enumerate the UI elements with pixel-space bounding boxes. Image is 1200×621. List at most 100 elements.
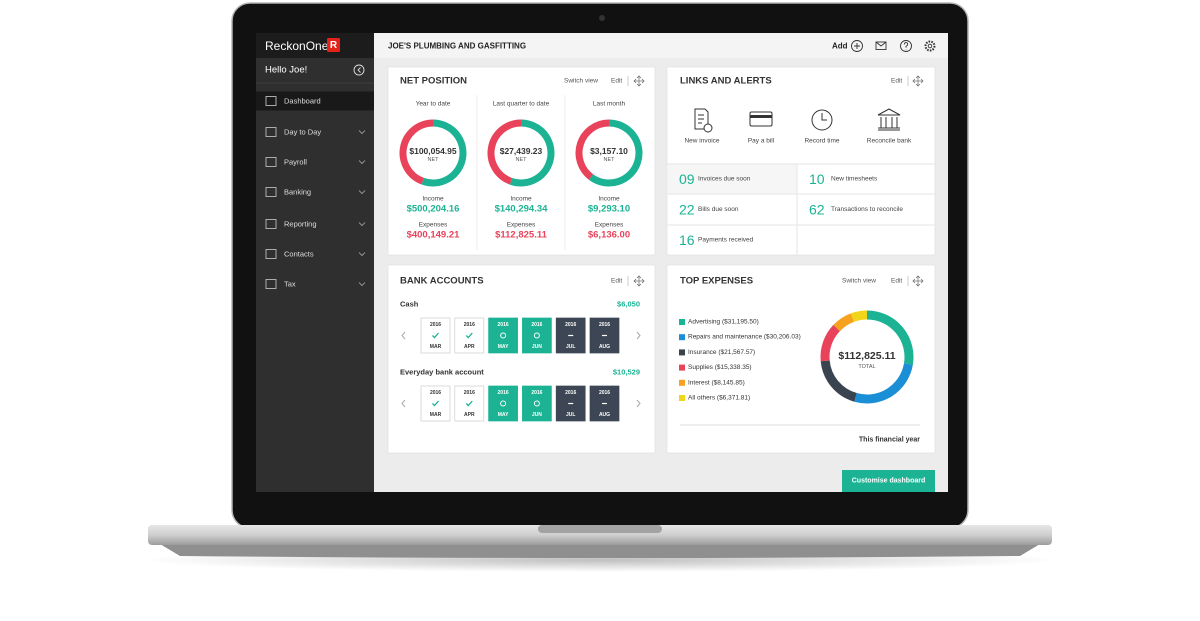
alert-count[interactable]: 62	[809, 202, 825, 218]
prev-arrow[interactable]	[401, 399, 406, 408]
tile-year: 2016	[464, 390, 475, 396]
laptop-base	[148, 525, 1052, 545]
panel	[666, 66, 936, 256]
period-label: Last quarter to date	[493, 101, 550, 108]
customise-label[interactable]: Customise dashboard	[852, 478, 926, 485]
link-label[interactable]: New invoice	[684, 138, 719, 145]
month-tile[interactable]	[522, 317, 552, 354]
alert-count[interactable]: 09	[679, 171, 695, 187]
switch-view[interactable]: Switch view	[842, 278, 876, 285]
tile-month: MAY	[498, 412, 509, 418]
nav-item[interactable]: Reporting	[284, 220, 317, 229]
next-arrow[interactable]	[636, 331, 641, 340]
alert-label[interactable]: Bills due soon	[698, 206, 739, 213]
move-icon[interactable]	[912, 275, 924, 287]
month-tile[interactable]	[488, 317, 518, 354]
nav-icon	[265, 219, 277, 229]
add-button[interactable]: Add	[832, 42, 848, 51]
tile-year: 2016	[531, 390, 542, 396]
income-arc	[421, 119, 467, 187]
income-value: $140,294.34	[495, 204, 549, 215]
next-arrow[interactable]	[636, 399, 641, 408]
income-value: $500,204.16	[407, 204, 460, 215]
expense-segment	[820, 360, 857, 402]
tile-year: 2016	[599, 390, 610, 396]
legend-swatch	[679, 364, 685, 371]
settings-hub	[927, 43, 933, 49]
expenses-arc	[399, 119, 434, 185]
link-label[interactable]: Pay a bill	[748, 138, 775, 145]
tile-month: JUN	[532, 344, 542, 350]
alert-count[interactable]: 16	[679, 232, 695, 248]
switch-view[interactable]: Switch view	[564, 78, 598, 85]
header-bar	[374, 33, 948, 58]
income-value: $9,293.10	[588, 204, 630, 215]
settings-icon[interactable]	[924, 40, 936, 52]
alert-count[interactable]: 10	[809, 171, 825, 187]
expense-segment	[833, 313, 855, 332]
tile-month: AUG	[599, 344, 610, 350]
help-mark	[903, 42, 909, 50]
tile-month: AUG	[599, 412, 610, 418]
logo-badge-letter: R	[330, 40, 338, 51]
alert-label[interactable]: Payments received	[698, 237, 754, 244]
camera	[599, 15, 605, 21]
logo-bar	[256, 33, 374, 58]
income-arc	[509, 119, 555, 187]
nav-item[interactable]: Contacts	[284, 250, 314, 259]
move-icon[interactable]	[633, 275, 645, 287]
tile-year: 2016	[531, 322, 542, 328]
panel-title: LINKS AND ALERTS	[680, 76, 772, 87]
prev-arrow[interactable]	[401, 331, 406, 340]
income-label: Income	[598, 196, 620, 203]
alert-label[interactable]: New timesheets	[831, 176, 878, 183]
income-label: Income	[422, 196, 444, 203]
tile-circle	[500, 332, 507, 339]
nav-item[interactable]: Banking	[284, 188, 311, 197]
legend-label: Advertising ($31,195.50)	[688, 319, 759, 326]
net-caption: NET	[604, 157, 616, 163]
alert-label[interactable]: Invoices due soon	[698, 176, 751, 183]
invoice-plus	[703, 123, 713, 133]
nav-item[interactable]: Tax	[284, 280, 296, 289]
customise-button[interactable]	[842, 470, 935, 492]
legend-swatch	[679, 395, 685, 401]
nav-icon	[265, 96, 277, 106]
expenses-label: Expenses	[507, 222, 536, 229]
help-icon[interactable]	[900, 40, 912, 52]
collapse-button[interactable]	[353, 64, 365, 76]
add-icon[interactable]	[851, 40, 863, 52]
nav-item[interactable]: Payroll	[284, 158, 307, 167]
account-name: Everyday bank account	[400, 368, 484, 377]
month-tile[interactable]	[522, 385, 552, 422]
tile-month: JUL	[566, 344, 575, 350]
nav-item[interactable]: Dashboard	[284, 97, 321, 106]
nav-item[interactable]: Day to Day	[284, 128, 321, 137]
clock-hands	[821, 113, 827, 121]
period-label: This financial year	[859, 437, 920, 444]
alert-highlight	[668, 164, 797, 194]
tile-year: 2016	[464, 322, 475, 328]
alert-label[interactable]: Transactions to reconcile	[831, 206, 903, 213]
nav-icon	[265, 279, 277, 289]
alert-count[interactable]: 22	[679, 202, 695, 218]
expenses-arc	[487, 119, 522, 185]
move-icon[interactable]	[912, 75, 924, 87]
month-tile[interactable]	[488, 385, 518, 422]
tile-check	[432, 332, 439, 339]
laptop-base-bottom	[160, 544, 1040, 558]
mail-icon[interactable]	[875, 41, 887, 50]
nav-chevron	[358, 252, 366, 257]
month-tile[interactable]	[454, 385, 485, 422]
edit[interactable]: Edit	[891, 78, 902, 85]
edit[interactable]: Edit	[891, 278, 902, 285]
link-label[interactable]: Record time	[804, 138, 839, 145]
edit[interactable]: Edit	[611, 78, 622, 85]
move-icon[interactable]	[633, 75, 645, 87]
expense-segment	[854, 363, 913, 404]
link-label[interactable]: Reconcile bank	[867, 138, 912, 145]
edit[interactable]: Edit	[611, 278, 622, 285]
account-name: Cash	[400, 300, 419, 309]
nav-chevron	[358, 190, 366, 195]
add-plus	[854, 43, 860, 49]
